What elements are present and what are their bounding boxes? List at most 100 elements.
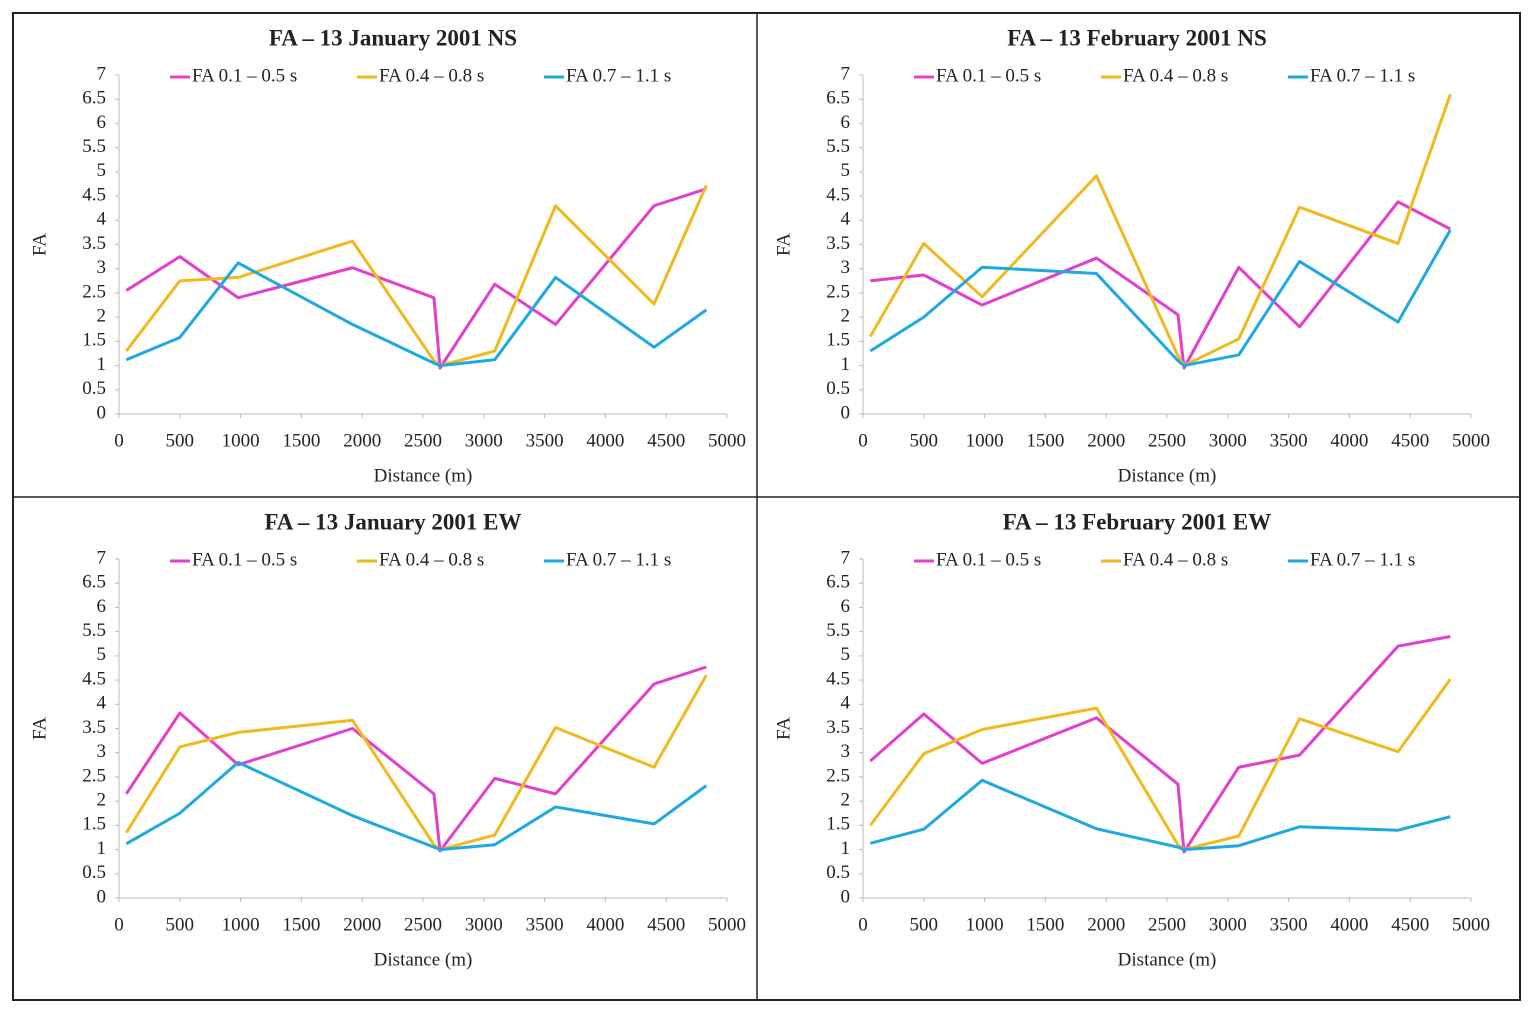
x-tick-label: 2500 — [404, 430, 442, 451]
x-tick-label: 2000 — [1087, 914, 1125, 935]
y-tick-label: 6 — [97, 596, 107, 617]
y-tick-label: 6 — [97, 112, 107, 133]
chart-title: FA – 13 January 2001 NS — [269, 25, 517, 50]
y-tick-label: 1 — [841, 354, 851, 375]
y-tick-label: 1 — [97, 354, 107, 375]
legend-label: FA 0.7 – 1.1 s — [1310, 65, 1415, 86]
x-tick-label: 5000 — [1452, 914, 1490, 935]
x-tick-label: 500 — [166, 430, 195, 451]
series-line — [869, 635, 1451, 854]
x-tick-label: 5000 — [1452, 430, 1490, 451]
y-tick-label: 7 — [841, 547, 851, 568]
x-tick-label: 1500 — [282, 430, 320, 451]
x-tick-label: 0 — [114, 430, 124, 451]
y-tick-label: 6.5 — [826, 572, 850, 593]
x-tick-label: 4000 — [1330, 914, 1368, 935]
legend-label: FA 0.7 – 1.1 s — [566, 549, 671, 570]
x-tick-label: 5000 — [708, 914, 746, 935]
y-tick-label: 1 — [841, 838, 851, 859]
y-tick-label: 0 — [841, 886, 851, 907]
x-tick-label: 3500 — [1270, 430, 1308, 451]
legend-label: FA 0.7 – 1.1 s — [1310, 549, 1415, 570]
y-tick-label: 3 — [841, 741, 851, 762]
x-tick-label: 4500 — [1391, 430, 1429, 451]
x-tick-label: 1000 — [222, 914, 260, 935]
y-tick-label: 5.5 — [826, 136, 850, 157]
x-tick-label: 3500 — [1270, 914, 1308, 935]
y-tick-label: 0 — [97, 886, 107, 907]
y-tick-label: 3 — [841, 257, 851, 278]
chart-title: FA – 13 February 2001 EW — [1003, 509, 1272, 534]
legend-label: FA 0.1 – 0.5 s — [936, 549, 1041, 570]
series-line — [125, 665, 707, 853]
y-tick-label: 4.5 — [826, 184, 850, 205]
y-tick-label: 2 — [841, 790, 851, 811]
legend-label: FA 0.4 – 0.8 s — [379, 65, 484, 86]
x-tick-label: 5000 — [708, 430, 746, 451]
y-tick-label: 5.5 — [826, 620, 850, 641]
y-tick-label: 1.5 — [82, 814, 106, 835]
legend-label: FA 0.1 – 0.5 s — [192, 65, 297, 86]
x-tick-label: 2500 — [1148, 914, 1186, 935]
x-tick-label: 4000 — [1330, 430, 1368, 451]
legend-label: FA 0.4 – 0.8 s — [379, 549, 484, 570]
x-tick-label: 500 — [166, 914, 195, 935]
chart-panel: FA – 13 February 2001 NS 0 0.5 1 1.5 2 2.5 3 3.5… — [773, 25, 1490, 486]
x-axis-label: Distance (m) — [374, 465, 473, 486]
y-tick-label: 2.5 — [82, 281, 106, 302]
series-line — [125, 760, 708, 852]
y-tick-label: 2.5 — [826, 765, 850, 786]
legend-label: FA 0.4 – 0.8 s — [1123, 65, 1228, 86]
y-tick-label: 0.5 — [826, 378, 850, 399]
x-tick-label: 3000 — [1209, 914, 1247, 935]
y-axis-label: FA — [773, 717, 794, 740]
x-tick-label: 4500 — [1391, 914, 1429, 935]
y-tick-label: 4.5 — [82, 668, 106, 689]
x-tick-label: 500 — [910, 914, 939, 935]
series-line — [869, 778, 1451, 852]
x-tick-label: 3000 — [1209, 430, 1247, 451]
y-tick-label: 2 — [841, 306, 851, 327]
x-axis-label: Distance (m) — [374, 949, 473, 970]
x-tick-label: 1500 — [1026, 914, 1064, 935]
y-tick-label: 7 — [841, 63, 851, 84]
chart-title: FA – 13 January 2001 EW — [264, 509, 521, 534]
y-tick-label: 0.5 — [826, 862, 850, 883]
legend-label: FA 0.1 – 0.5 s — [192, 549, 297, 570]
y-tick-label: 3.5 — [82, 233, 106, 254]
x-tick-label: 4500 — [647, 430, 685, 451]
x-tick-label: 3500 — [526, 914, 564, 935]
y-tick-label: 5 — [841, 644, 851, 665]
y-tick-label: 6.5 — [82, 572, 106, 593]
x-tick-label: 2000 — [343, 430, 381, 451]
y-tick-label: 4 — [97, 209, 107, 230]
legend-label: FA 0.1 – 0.5 s — [936, 65, 1041, 86]
y-tick-label: 5 — [841, 160, 851, 181]
y-tick-label: 6 — [841, 112, 851, 133]
x-tick-label: 0 — [858, 914, 868, 935]
x-axis-label: Distance (m) — [1118, 465, 1217, 486]
y-tick-label: 1.5 — [826, 814, 850, 835]
y-tick-label: 2.5 — [826, 281, 850, 302]
y-tick-label: 0.5 — [82, 862, 106, 883]
x-tick-label: 0 — [858, 430, 868, 451]
y-tick-label: 6.5 — [82, 88, 106, 109]
y-tick-label: 1 — [97, 838, 107, 859]
x-tick-label: 4000 — [586, 430, 624, 451]
x-tick-label: 2000 — [1087, 430, 1125, 451]
chart-panel: FA – 13 February 2001 EW 0 0.5 1 1.5 2 2.5 3 3.5… — [773, 509, 1490, 970]
x-tick-label: 4000 — [586, 914, 624, 935]
series-line — [125, 184, 708, 368]
series-line — [870, 200, 1452, 370]
series-line — [869, 678, 1452, 852]
x-tick-label: 3000 — [465, 914, 503, 935]
y-tick-label: 5.5 — [82, 620, 106, 641]
x-tick-label: 4500 — [647, 914, 685, 935]
y-tick-label: 2 — [97, 306, 107, 327]
series-line — [868, 93, 1452, 368]
legend-label: FA 0.4 – 0.8 s — [1123, 549, 1228, 570]
x-tick-label: 1000 — [966, 430, 1004, 451]
series-line — [869, 229, 1452, 368]
y-axis-label: FA — [773, 233, 794, 256]
